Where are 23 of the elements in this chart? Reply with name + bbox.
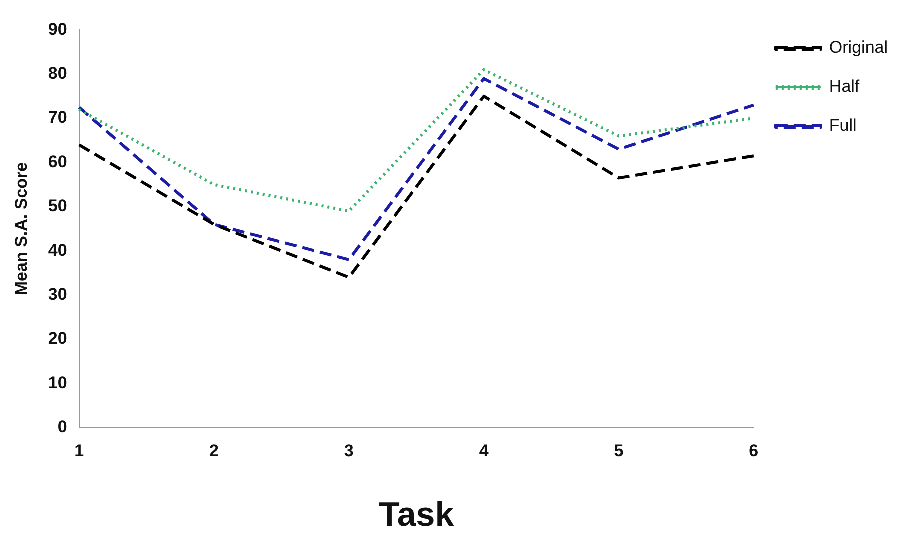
y-tick-label: 90 bbox=[48, 20, 68, 39]
y-tick-label: 0 bbox=[58, 417, 68, 436]
y-tick-label: 50 bbox=[48, 196, 68, 216]
y-tick-label: 40 bbox=[48, 240, 68, 260]
y-tick-label: 30 bbox=[48, 284, 68, 304]
y-tick-label: 20 bbox=[48, 329, 68, 348]
x-tick-label: 1 bbox=[74, 442, 84, 461]
legend-label: Original bbox=[829, 38, 888, 58]
y-axis-title: Mean S.A. Score bbox=[12, 162, 31, 296]
x-axis-title: Task bbox=[379, 496, 454, 534]
y-tick-label: 70 bbox=[48, 108, 68, 128]
x-tick-label: 2 bbox=[209, 442, 219, 461]
x-tick-label: 6 bbox=[749, 442, 759, 461]
legend-label: Full bbox=[829, 116, 857, 136]
x-tick-label: 3 bbox=[344, 442, 354, 461]
x-tick-label: 4 bbox=[479, 442, 490, 461]
y-tick-label: 60 bbox=[48, 152, 68, 172]
line-series bbox=[78, 94, 756, 280]
y-tick-label: 80 bbox=[48, 64, 68, 84]
line-series bbox=[78, 77, 756, 262]
legend-label: Half bbox=[829, 77, 860, 96]
y-tick-label: 10 bbox=[48, 373, 68, 392]
x-tick-label: 5 bbox=[614, 442, 624, 461]
